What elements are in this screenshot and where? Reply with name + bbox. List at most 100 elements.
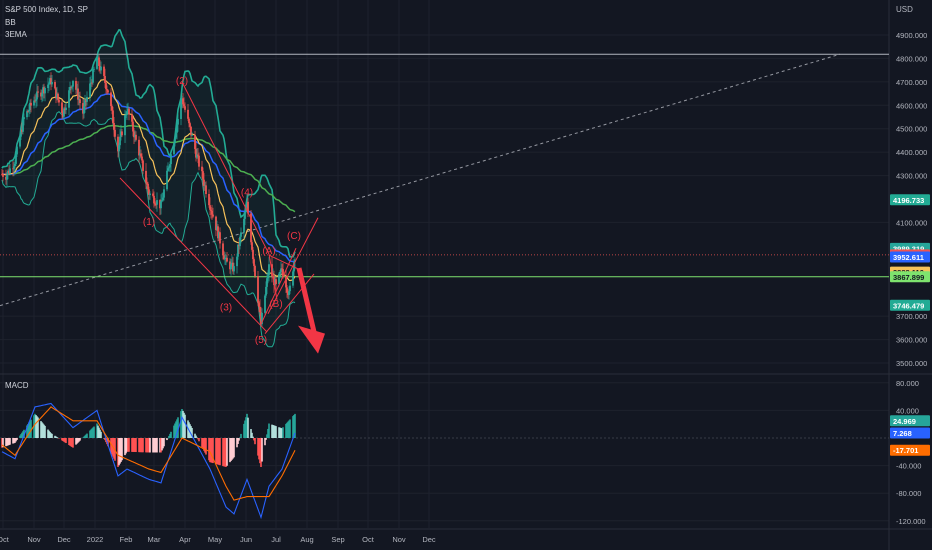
macd-histogram-bar: [203, 438, 205, 451]
candle-body: [12, 168, 14, 170]
legend-3ema[interactable]: 3EMA: [5, 30, 27, 39]
candle-body: [160, 201, 162, 209]
wave-label: (2): [176, 76, 188, 87]
macd-histogram-bar: [110, 438, 112, 453]
candle-body: [6, 174, 8, 180]
price-axis-tick: 4700.000: [896, 78, 927, 87]
price-axis-tick: 4900.000: [896, 31, 927, 40]
candle-body: [140, 153, 142, 157]
price-badge-label: 4196.733: [893, 196, 924, 205]
macd-badge-label: 7.268: [893, 429, 912, 438]
candle-body: [14, 163, 16, 167]
macd-histogram-bar: [50, 433, 52, 438]
macd-histogram-bar: [162, 438, 164, 449]
candle-body: [155, 204, 157, 206]
candle-body: [103, 66, 105, 77]
macd-histogram-bar: [195, 435, 197, 438]
macd-histogram-bar: [271, 424, 273, 438]
candle-body: [132, 121, 134, 132]
macd-histogram-bar: [244, 420, 246, 438]
macd-histogram-bar: [48, 430, 50, 438]
macd-histogram-bar: [148, 438, 150, 453]
macd-badge: [890, 415, 930, 427]
macd-histogram-bar: [222, 438, 224, 467]
candle-body: [44, 88, 46, 94]
candle-body: [124, 114, 126, 136]
candle-body: [211, 210, 213, 215]
wave-label: (A): [262, 246, 275, 257]
candle-body: [21, 129, 23, 132]
triangle-top-line: [268, 254, 300, 270]
candle-body: [133, 131, 135, 138]
candle-body: [244, 212, 246, 219]
candle-body: [110, 92, 112, 107]
legend-macd[interactable]: MACD: [5, 381, 29, 390]
macd-line: [1, 402, 296, 520]
candle-body: [1, 173, 3, 175]
candle-body: [118, 145, 120, 152]
candle-body: [36, 91, 38, 100]
macd-signal-line: [1, 406, 296, 501]
price-badge: [890, 251, 930, 263]
macd-histogram-bar: [257, 438, 259, 456]
macd-histogram-bar: [281, 428, 283, 438]
macd-histogram-bar: [19, 435, 21, 438]
macd-histogram-bar: [140, 438, 142, 453]
macd-histogram-bar: [198, 438, 200, 442]
candle-body: [169, 164, 171, 168]
candle-body: [286, 287, 288, 293]
macd-histogram-bar: [103, 438, 105, 439]
macd-histogram-bar: [278, 427, 280, 438]
legend-title: S&P 500 Index, 1D, SP: [5, 5, 89, 14]
candle-body: [239, 236, 241, 247]
macd-histogram-bar: [219, 438, 221, 466]
ema-fast-line: [1, 79, 296, 282]
candle-body: [113, 123, 115, 130]
candle-body: [209, 205, 211, 210]
candle-body: [111, 106, 113, 111]
time-axis-tick: Mar: [148, 535, 161, 544]
macd-histogram-bar: [176, 419, 178, 438]
candle-body: [71, 86, 73, 88]
macd-histogram-bar: [184, 414, 186, 438]
candle-body: [75, 80, 77, 90]
macd-histogram-bar: [266, 434, 268, 438]
candle-body: [282, 269, 284, 277]
macd-histogram-bar: [20, 434, 22, 438]
price-badge-label: 3952.611: [893, 253, 924, 262]
macd-histogram-bar: [274, 425, 276, 438]
price-badge-label: 3989.319: [893, 244, 924, 253]
macd-histogram-bar: [107, 438, 109, 447]
candle-body: [196, 154, 198, 158]
candle-body: [41, 93, 43, 97]
macd-badge: [890, 444, 930, 456]
macd-histogram-bar: [126, 438, 128, 452]
candle-body: [63, 108, 65, 117]
candle-body: [175, 132, 177, 138]
macd-histogram-bar: [182, 410, 184, 438]
candle-body: [68, 90, 70, 108]
macd-histogram-bar: [121, 438, 123, 461]
candle-body: [261, 312, 263, 325]
macd-histogram-bar: [180, 411, 182, 438]
macd-histogram-bar: [28, 422, 30, 438]
macd-histogram-bar: [268, 423, 270, 438]
legend-bb[interactable]: BB: [5, 18, 16, 27]
candle-body: [183, 104, 185, 107]
price-axis-tick: 4100.000: [896, 218, 927, 227]
macd-histogram-bar: [86, 433, 88, 438]
candle-body: [204, 185, 206, 187]
candle-body: [120, 131, 122, 137]
candle-body: [125, 114, 127, 116]
candle-body: [148, 189, 150, 196]
time-axis-tick: May: [208, 535, 222, 544]
macd-histogram-bar: [85, 434, 87, 438]
candle-body: [26, 111, 28, 118]
macd-axis-tick: -80.000: [896, 489, 921, 498]
macd-histogram-bar: [54, 435, 56, 438]
candle-body: [257, 276, 259, 303]
macd-histogram-bar: [286, 422, 288, 438]
candle-body: [189, 123, 191, 127]
candle-body: [253, 259, 255, 266]
